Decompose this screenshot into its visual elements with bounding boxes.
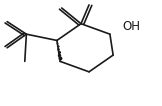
Text: OH: OH xyxy=(123,20,141,33)
